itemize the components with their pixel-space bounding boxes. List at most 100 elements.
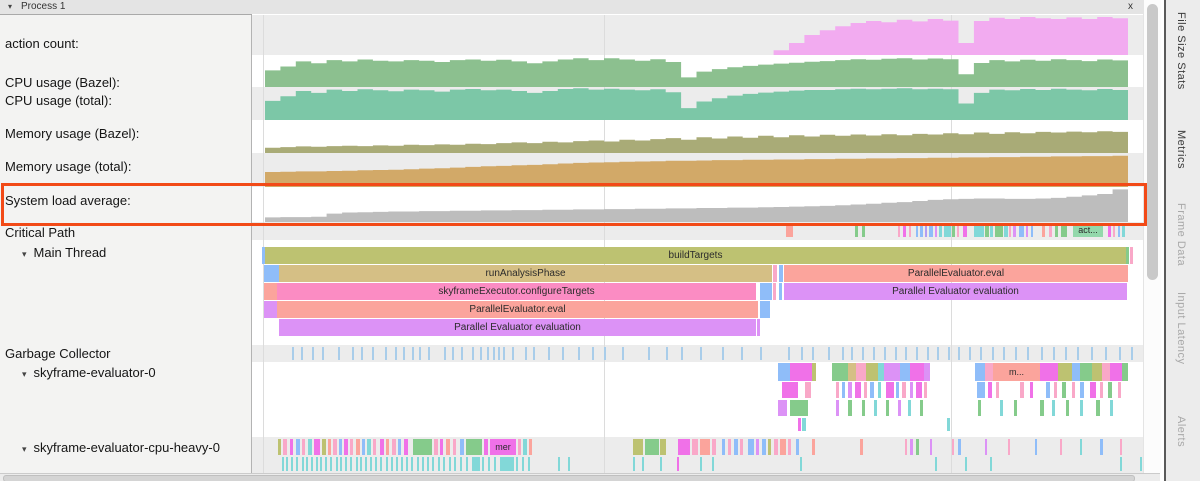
trace-event-tick xyxy=(1120,457,1122,471)
trace-event-tick xyxy=(512,347,514,360)
collapse-icon[interactable]: ▾ xyxy=(22,249,27,259)
flame-bar-buildtargets[interactable]: buildTargets xyxy=(265,247,1126,264)
chart-system-load-average[interactable] xyxy=(265,187,1128,222)
tab-frame-data[interactable]: Frame Data xyxy=(1175,203,1187,267)
trace-event-tick xyxy=(916,347,918,360)
trace-event-tick xyxy=(1096,400,1100,416)
trace-event-tick xyxy=(592,347,594,360)
flame-bar[interactable] xyxy=(760,283,772,300)
event-label-m[interactable]: m... xyxy=(993,363,1040,381)
trace-event-tick xyxy=(855,224,858,237)
chart-memory-usage-total[interactable] xyxy=(265,153,1128,187)
flame-bar[interactable] xyxy=(757,319,760,336)
vertical-scrollbar-thumb[interactable] xyxy=(1147,4,1158,280)
process-collapse-icon[interactable]: ▾ xyxy=(8,2,13,11)
trace-event-tick xyxy=(444,347,446,360)
gridline xyxy=(263,15,264,473)
trace-event-tick xyxy=(1119,347,1121,360)
flame-bar-parallel-evaluator-evaluation[interactable]: Parallel Evaluator evaluation xyxy=(279,319,756,336)
trace-event-tick xyxy=(1000,400,1003,416)
trace-event-tick xyxy=(916,439,919,455)
trace-event-tick xyxy=(1041,347,1043,360)
tab-file-size-stats[interactable]: File Size Stats xyxy=(1175,12,1187,90)
tab-metrics[interactable]: Metrics xyxy=(1175,130,1187,169)
trace-event-tick xyxy=(801,347,803,360)
flame-bar[interactable] xyxy=(779,265,783,282)
trace-event-tick xyxy=(798,418,801,431)
trace-event-tick xyxy=(1122,363,1128,381)
trace-event-tick xyxy=(322,439,326,455)
trace-event-tick xyxy=(328,439,331,455)
flame-bar[interactable] xyxy=(773,283,776,300)
trace-event-tick xyxy=(533,347,535,360)
vertical-scrollbar[interactable] xyxy=(1143,0,1161,473)
thread-row-skyframe-evaluator-cpu-heavy-0[interactable]: ▾ skyframe-evaluator-cpu-heavy-0 xyxy=(22,440,220,455)
trace-event-tick xyxy=(788,439,791,455)
flame-bar[interactable] xyxy=(779,283,782,300)
trace-event-tick xyxy=(412,347,414,360)
chart-memory-usage-bazel[interactable] xyxy=(265,120,1128,153)
flame-bar-runanalysisphase[interactable]: runAnalysisPhase xyxy=(279,265,772,282)
flame-bar-parallelevaluator-eval[interactable]: ParallelEvaluator.eval xyxy=(277,301,758,318)
trace-event-tick xyxy=(278,439,281,455)
event-label-act[interactable]: act... xyxy=(1073,224,1103,237)
timeline-canvas[interactable]: buildTargets runAnalysisPhase ParallelEval… xyxy=(252,14,1143,473)
thread-row-main-thread[interactable]: ▾ Main Thread xyxy=(22,245,107,260)
trace-event-tick xyxy=(916,224,918,237)
trace-event-tick xyxy=(434,439,438,455)
trace-event-tick xyxy=(500,457,514,471)
trace-event-tick xyxy=(920,400,923,416)
chart-cpu-usage-bazel[interactable] xyxy=(265,55,1128,87)
flame-bar[interactable] xyxy=(1126,247,1129,264)
flame-bar-parallel-evaluator-evaluation[interactable]: Parallel Evaluator evaluation xyxy=(784,283,1127,300)
trace-event-tick xyxy=(1052,400,1055,416)
trace-event-tick xyxy=(1062,382,1066,398)
chart-cpu-usage-total[interactable] xyxy=(265,87,1128,120)
trace-event-tick xyxy=(352,347,354,360)
flame-bar[interactable] xyxy=(1130,247,1133,264)
trace-event-tick xyxy=(924,382,927,398)
flame-bar[interactable] xyxy=(264,301,277,318)
flame-bar-parallelevaluator-eval[interactable]: ParallelEvaluator.eval xyxy=(784,265,1128,282)
trace-event-tick xyxy=(291,457,293,471)
trace-event-tick xyxy=(1120,439,1122,455)
trace-event-tick xyxy=(1072,382,1075,398)
trace-event-tick xyxy=(1080,382,1084,398)
trace-event-tick xyxy=(895,347,897,360)
trace-event-tick xyxy=(340,457,342,471)
trace-event-tick xyxy=(916,382,922,398)
close-icon[interactable]: x xyxy=(1128,1,1133,12)
tab-input-latency[interactable]: Input Latency xyxy=(1175,292,1187,365)
collapse-icon[interactable]: ▾ xyxy=(22,444,27,454)
collapse-icon[interactable]: ▾ xyxy=(22,369,27,379)
trace-event-tick xyxy=(786,224,793,237)
trace-event-tick xyxy=(862,400,865,416)
trace-event-tick xyxy=(748,439,754,455)
flame-bar[interactable] xyxy=(264,265,279,282)
flame-bar-skyframeexecutor-configuretargets[interactable]: skyframeExecutor.configureTargets xyxy=(277,283,756,300)
chart-action-count[interactable] xyxy=(265,15,1128,55)
trace-event-tick xyxy=(518,439,521,455)
flame-bar[interactable] xyxy=(773,265,777,282)
flame-bar[interactable] xyxy=(760,301,770,318)
horizontal-scrollbar[interactable] xyxy=(0,473,1160,481)
trace-event-tick xyxy=(677,457,679,471)
trace-event-tick xyxy=(740,439,743,455)
flame-bar[interactable] xyxy=(264,283,277,300)
thread-row-skyframe-evaluator-0[interactable]: ▾ skyframe-evaluator-0 xyxy=(22,365,156,380)
trace-event-tick xyxy=(760,347,762,360)
trace-event-tick xyxy=(1108,382,1112,398)
trace-event-tick xyxy=(325,457,327,471)
trace-event-tick xyxy=(1040,363,1058,381)
trace-event-tick xyxy=(645,439,659,455)
trace-event-tick xyxy=(1100,382,1103,398)
horizontal-scrollbar-thumb[interactable] xyxy=(3,475,1135,481)
tab-alerts[interactable]: Alerts xyxy=(1175,416,1187,448)
flame-bar[interactable] xyxy=(262,247,265,264)
trace-event-tick xyxy=(1131,347,1133,360)
trace-event-tick xyxy=(330,457,332,471)
trace-event-tick xyxy=(562,347,564,360)
trace-event-tick xyxy=(404,439,408,455)
trace-event-tick xyxy=(339,439,342,455)
event-label-mer[interactable]: mer xyxy=(490,439,516,455)
